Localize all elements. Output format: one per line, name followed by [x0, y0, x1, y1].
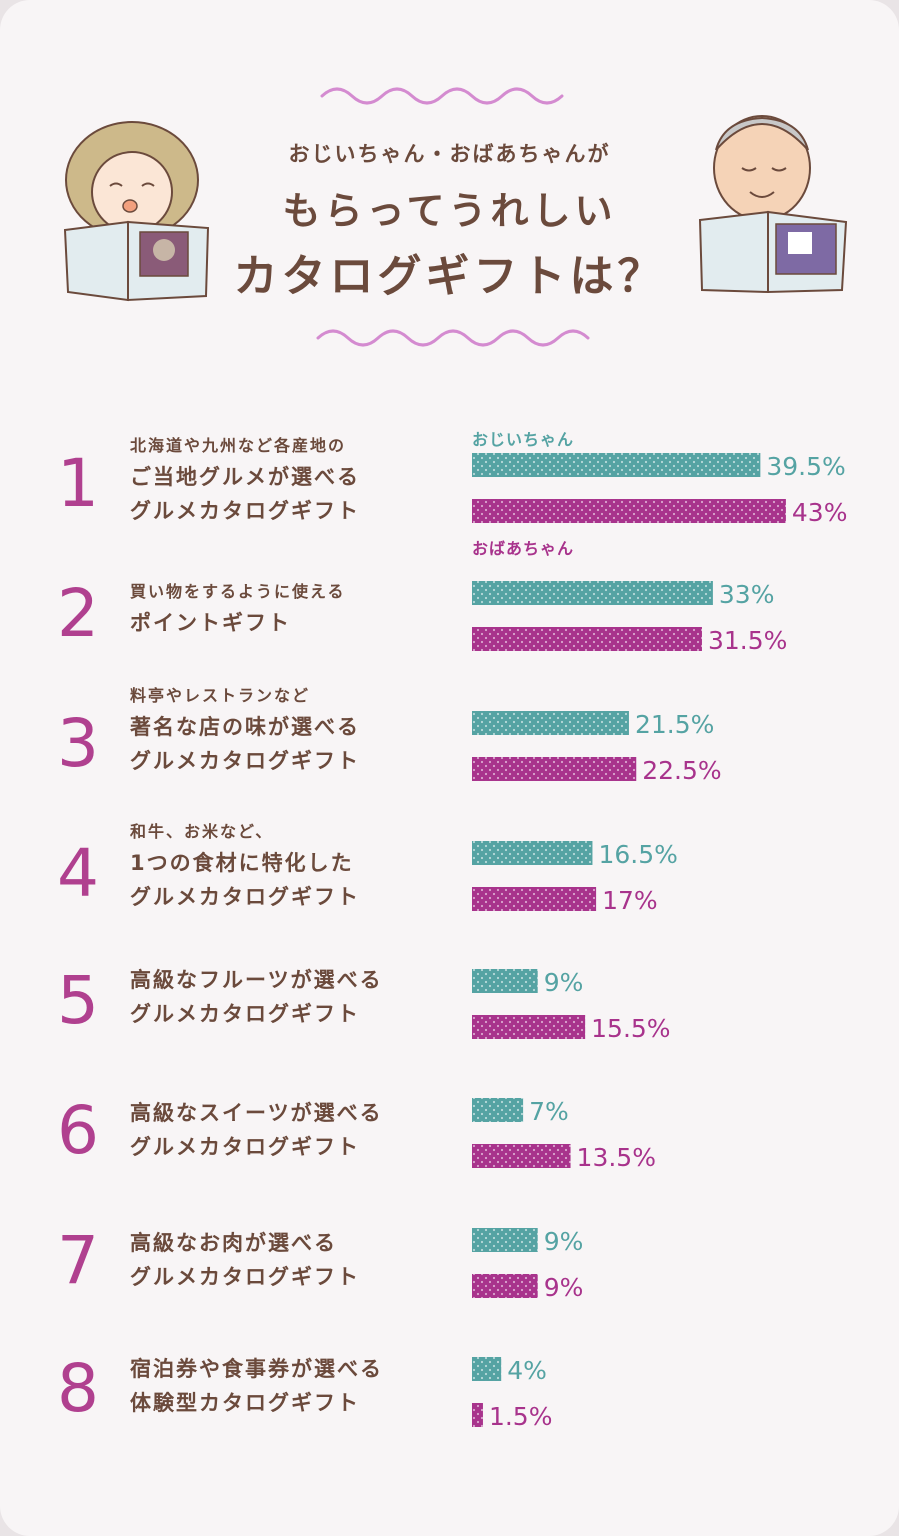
category-label: 和牛、お米など、 1つの食材に特化した グルメカタログギフト: [130, 818, 460, 914]
category-label-line3: グルメカタログギフト: [130, 1265, 360, 1289]
grandpa-illustration: [698, 115, 848, 294]
bar-value-label: 33%: [719, 580, 775, 609]
header-line-3: カタログギフトは？: [233, 251, 666, 302]
category-label: 高級なフルーツが選べる グルメカタログギフト: [130, 963, 460, 1031]
bar-value-label: 9%: [544, 968, 584, 997]
bottom-ribbon: [316, 329, 590, 347]
bar-value-label: 4%: [507, 1356, 547, 1385]
category-label-line1: 北海道や九州など各産地の: [130, 436, 347, 455]
bar-grandpa-8: [472, 1357, 502, 1381]
grandma-illustration: [63, 121, 210, 302]
bar-value-label: 16.5%: [598, 840, 677, 869]
top-ribbon: [320, 87, 564, 105]
category-label-line3: グルメカタログギフト: [130, 1002, 360, 1026]
rank-number: 6: [57, 1092, 99, 1169]
series-label-grandma: おばあちゃん: [472, 539, 575, 558]
category-label-line2: 高級なスイーツが選べる: [130, 1101, 383, 1125]
bar-grandma-6: [472, 1144, 571, 1168]
bar-value-label: 43%: [792, 498, 848, 527]
bar-grandma-4: [472, 887, 597, 911]
series-label-grandpa: おじいちゃん: [472, 430, 575, 449]
header-line-2: もらってうれしい: [282, 189, 617, 233]
bar-grandma-5: [472, 1015, 586, 1039]
bar-value-label: 21.5%: [635, 710, 714, 739]
rank-number: 8: [57, 1350, 99, 1427]
bar-grandpa-7: [472, 1228, 538, 1252]
category-label-line3: グルメカタログギフト: [130, 885, 360, 909]
header-line-1: おじいちゃん・おばあちゃんが: [288, 142, 611, 166]
bar-grandma-2: [472, 627, 702, 651]
bar-grandpa-6: [472, 1098, 524, 1122]
bar-value-label: 1.5%: [489, 1402, 553, 1431]
category-label-line2: 著名な店の味が選べる: [130, 715, 360, 739]
bar-grandma-7: [472, 1274, 538, 1298]
category-label-line3: グルメカタログギフト: [130, 499, 360, 523]
bar-value-label: 13.5%: [577, 1143, 656, 1172]
bar-grandpa-2: [472, 581, 713, 605]
rank-number: 1: [57, 445, 99, 522]
category-label-line2: 1つの食材に特化した: [130, 851, 354, 875]
bar-value-label: 17%: [602, 886, 658, 915]
bar-grandpa-5: [472, 969, 538, 993]
category-label-line3: グルメカタログギフト: [130, 749, 360, 773]
category-label-line2: 高級なお肉が選べる: [130, 1231, 337, 1255]
bar-grandma-8: [472, 1403, 483, 1427]
bar-grandpa-3: [472, 711, 629, 735]
category-label-line2: ポイントギフト: [130, 611, 291, 635]
bar-grandma-3: [472, 757, 637, 781]
bar-value-label: 9%: [544, 1273, 584, 1302]
bar-value-label: 39.5%: [766, 452, 845, 481]
bar-value-label: 31.5%: [708, 626, 787, 655]
rank-number: 3: [57, 705, 99, 782]
category-label-line1: 買い物をするように使える: [130, 582, 346, 601]
bar-value-label: 22.5%: [642, 756, 721, 785]
category-label-line2: 宿泊券や食事券が選べる: [130, 1357, 383, 1381]
rank-number: 7: [57, 1222, 99, 1299]
bars-layer: 39.5% 33% 21.5% 16.5% 9% 7% 9% 4% 43% 31.5% 22.5% 1…: [472, 452, 847, 1431]
bar-grandpa-4: [472, 841, 593, 865]
category-label-line1: 和牛、お米など、: [130, 822, 274, 841]
category-label-line2: 高級なフルーツが選べる: [130, 968, 383, 992]
bar-value-label: 15.5%: [591, 1014, 670, 1043]
category-label: 宿泊券や食事券が選べる 体験型カタログギフト: [130, 1352, 460, 1420]
rank-number: 2: [57, 575, 99, 652]
category-label: 買い物をするように使える ポイントギフト: [130, 578, 460, 640]
bar-grandpa-1: [472, 453, 761, 477]
category-label-line2: ご当地グルメが選べる: [130, 465, 360, 489]
category-label: 北海道や九州など各産地の ご当地グルメが選べる グルメカタログギフト: [130, 432, 460, 528]
category-label-line3: グルメカタログギフト: [130, 1135, 360, 1159]
bar-value-label: 7%: [529, 1097, 569, 1126]
category-label: 高級なお肉が選べる グルメカタログギフト: [130, 1226, 460, 1294]
category-label: 料亭やレストランなど 著名な店の味が選べる グルメカタログギフト: [130, 682, 460, 778]
bar-value-label: 9%: [544, 1227, 584, 1256]
category-label-line3: 体験型カタログギフト: [130, 1391, 360, 1415]
category-label: 高級なスイーツが選べる グルメカタログギフト: [130, 1096, 460, 1164]
category-label-line1: 料亭やレストランなど: [130, 686, 311, 705]
rank-number: 5: [57, 962, 99, 1039]
rank-number: 4: [57, 835, 99, 912]
bar-grandma-1: [472, 499, 786, 523]
